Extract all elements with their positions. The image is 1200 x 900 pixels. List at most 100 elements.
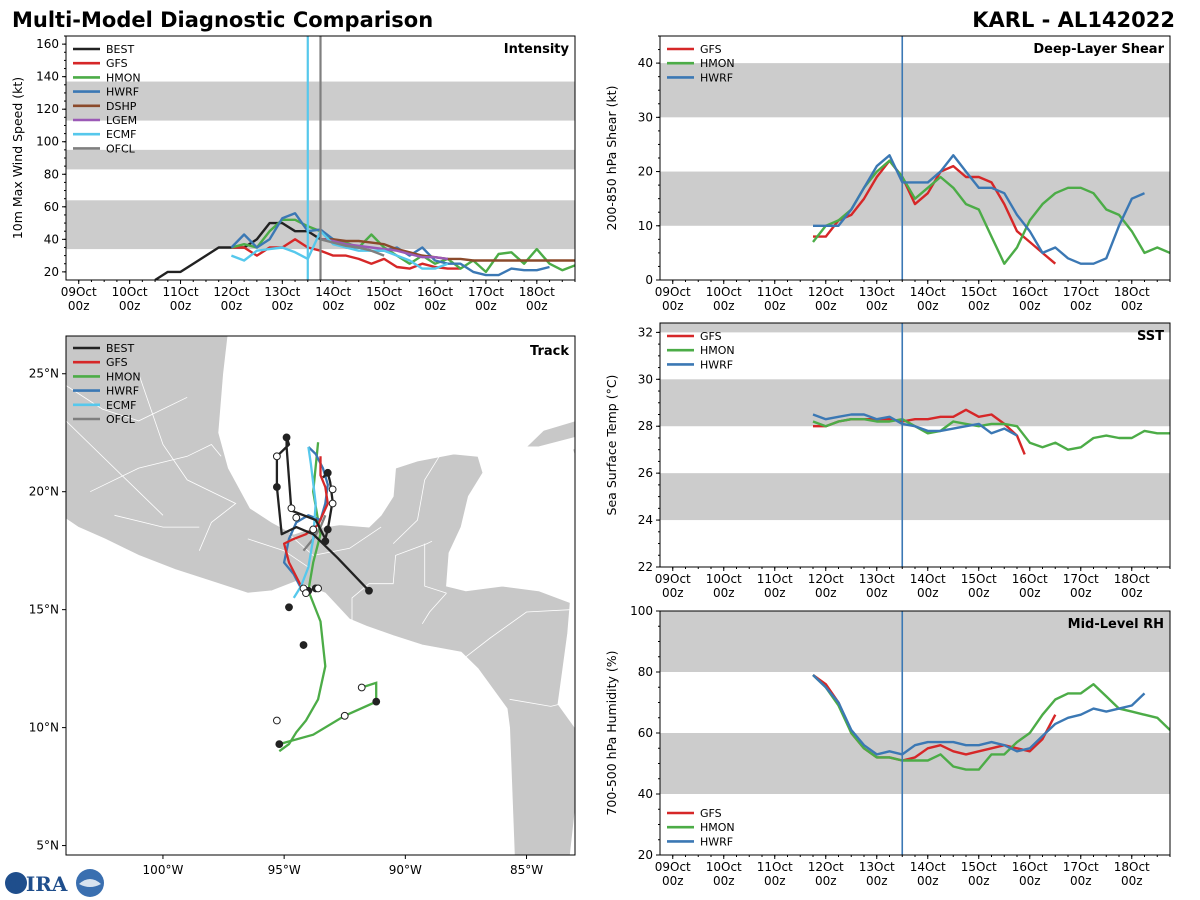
intensity-xtick-date: 13Oct xyxy=(264,285,300,299)
intensity-ytick-label: 80 xyxy=(44,167,59,181)
rh-xtick-hour: 00z xyxy=(713,874,735,888)
track-hmon-main xyxy=(278,442,327,753)
border-hon-nic xyxy=(465,609,571,658)
logo-text: CIRA xyxy=(10,872,68,896)
track-best-marker xyxy=(272,483,281,491)
shear-ytick-label: 30 xyxy=(638,110,653,124)
intensity-xtick-hour: 00z xyxy=(322,299,344,313)
shear-xtick-date: 14Oct xyxy=(910,285,946,299)
intensity-series-lgem xyxy=(320,238,448,261)
land-cuba xyxy=(525,420,575,448)
sst-xtick-hour: 00z xyxy=(1070,586,1092,600)
sst-frame xyxy=(659,322,1171,568)
legend-label-hmon: HMON xyxy=(700,57,735,70)
track-hmon-loop xyxy=(278,681,378,746)
rh-series-hmon xyxy=(812,674,1170,771)
shear-xtick-hour: 00z xyxy=(866,299,888,313)
track-hmon-marker xyxy=(272,716,281,725)
rh-xtick-date: 12Oct xyxy=(808,860,844,874)
rh-xtick-hour: 00z xyxy=(1019,874,1041,888)
border-state-7 xyxy=(66,385,188,422)
rh-xtick-hour: 00z xyxy=(764,874,786,888)
shear-xtick-hour: 00z xyxy=(815,299,837,313)
intensity-xtick-date: 14Oct xyxy=(315,285,351,299)
intensity-xtick-hour: 00z xyxy=(475,299,497,313)
track-best xyxy=(275,436,370,592)
border-gua-hon xyxy=(421,592,447,625)
rh-xtick-date: 16Oct xyxy=(1012,860,1048,874)
cira-logo: CIRA xyxy=(5,869,104,897)
shear-xtick-date: 09Oct xyxy=(655,285,691,299)
rh-band-0 xyxy=(660,733,1170,794)
legend-label-gfs: GFS xyxy=(700,43,722,56)
border-state-2 xyxy=(66,420,164,516)
rh-xtick-date: 14Oct xyxy=(910,860,946,874)
legend-label-hwrf: HWRF xyxy=(700,835,733,848)
legend-label-dshp: DSHP xyxy=(106,100,137,113)
legend-label-gfs: GFS xyxy=(106,356,128,369)
sst-xtick-date: 17Oct xyxy=(1063,572,1099,586)
track-best-marker xyxy=(323,468,332,477)
legend-label-hwrf: HWRF xyxy=(106,385,139,398)
sst-series-hwrf xyxy=(812,413,1018,437)
rh-xtick-date: 11Oct xyxy=(757,860,793,874)
track-hmon-marker xyxy=(357,683,366,692)
shear-xtick-hour: 00z xyxy=(917,299,939,313)
sst-xtick-date: 15Oct xyxy=(961,572,997,586)
track-best-marker xyxy=(365,586,373,595)
shear-ytick-label: 20 xyxy=(638,165,653,179)
legend-label-hmon: HMON xyxy=(106,370,141,383)
track-lon-label: 95°W xyxy=(268,863,301,877)
shear-band-1 xyxy=(660,63,1170,118)
sst-ytick-label: 24 xyxy=(638,513,653,527)
track-lon-label: 90°W xyxy=(389,863,422,877)
legend-label-hmon: HMON xyxy=(700,821,735,834)
intensity-xtick-hour: 00z xyxy=(221,299,243,313)
rh-ytick-label: 40 xyxy=(638,787,653,801)
legend-label-hmon: HMON xyxy=(700,344,735,357)
intensity-xtick-date: 09Oct xyxy=(61,285,97,299)
intensity-ytick-label: 160 xyxy=(36,37,59,51)
rh-title: Mid-Level RH xyxy=(1068,617,1164,632)
track-lat-label: 20°N xyxy=(29,485,59,499)
rh-ytick-label: 60 xyxy=(638,726,653,740)
track-best-marker xyxy=(282,433,291,442)
border-state-5 xyxy=(392,456,440,544)
shear-xtick-hour: 00z xyxy=(968,299,990,313)
track-best-marker xyxy=(323,525,332,534)
sst-series-hmon xyxy=(812,418,1170,451)
rh-xtick-hour: 00z xyxy=(917,874,939,888)
intensity-series-gfs xyxy=(231,238,461,270)
shear-xtick-date: 13Oct xyxy=(859,285,895,299)
intensity-ytick-label: 40 xyxy=(44,232,59,246)
rh-xtick-hour: 00z xyxy=(1070,874,1092,888)
border-nic-cri xyxy=(509,698,561,707)
intensity-xtick-hour: 00z xyxy=(424,299,446,313)
sst-ytick-label: 32 xyxy=(638,325,653,339)
track-hmon-marker xyxy=(299,641,308,649)
track-lon-label: 100°W xyxy=(143,863,184,877)
track-ofcl xyxy=(302,514,327,552)
intensity-xtick-hour: 00z xyxy=(272,299,294,313)
shear-xtick-hour: 00z xyxy=(1019,299,1041,313)
legend-label-hwrf: HWRF xyxy=(700,358,733,371)
intensity-ytick-label: 140 xyxy=(36,70,59,84)
shear-xtick-date: 18Oct xyxy=(1114,285,1150,299)
track-lat-label: 25°N xyxy=(29,367,59,381)
sst-ytick-label: 30 xyxy=(638,372,653,386)
rh-band-1 xyxy=(660,611,1170,672)
sst-xtick-date: 16Oct xyxy=(1012,572,1048,586)
track-hmon-marker xyxy=(275,740,284,749)
rh-xtick-date: 09Oct xyxy=(655,860,691,874)
border-state-3 xyxy=(138,373,237,551)
track-hmon-marker xyxy=(372,697,381,706)
track-lat-label: 15°N xyxy=(29,603,59,617)
track-lon-label: 85°W xyxy=(510,863,543,877)
rh-panel: 2040608010009Oct00z10Oct00z11Oct00z12Oct… xyxy=(604,604,1171,888)
rh-xtick-hour: 00z xyxy=(815,874,837,888)
border-state-8 xyxy=(114,514,200,528)
legend-label-ofcl: OFCL xyxy=(106,413,136,426)
